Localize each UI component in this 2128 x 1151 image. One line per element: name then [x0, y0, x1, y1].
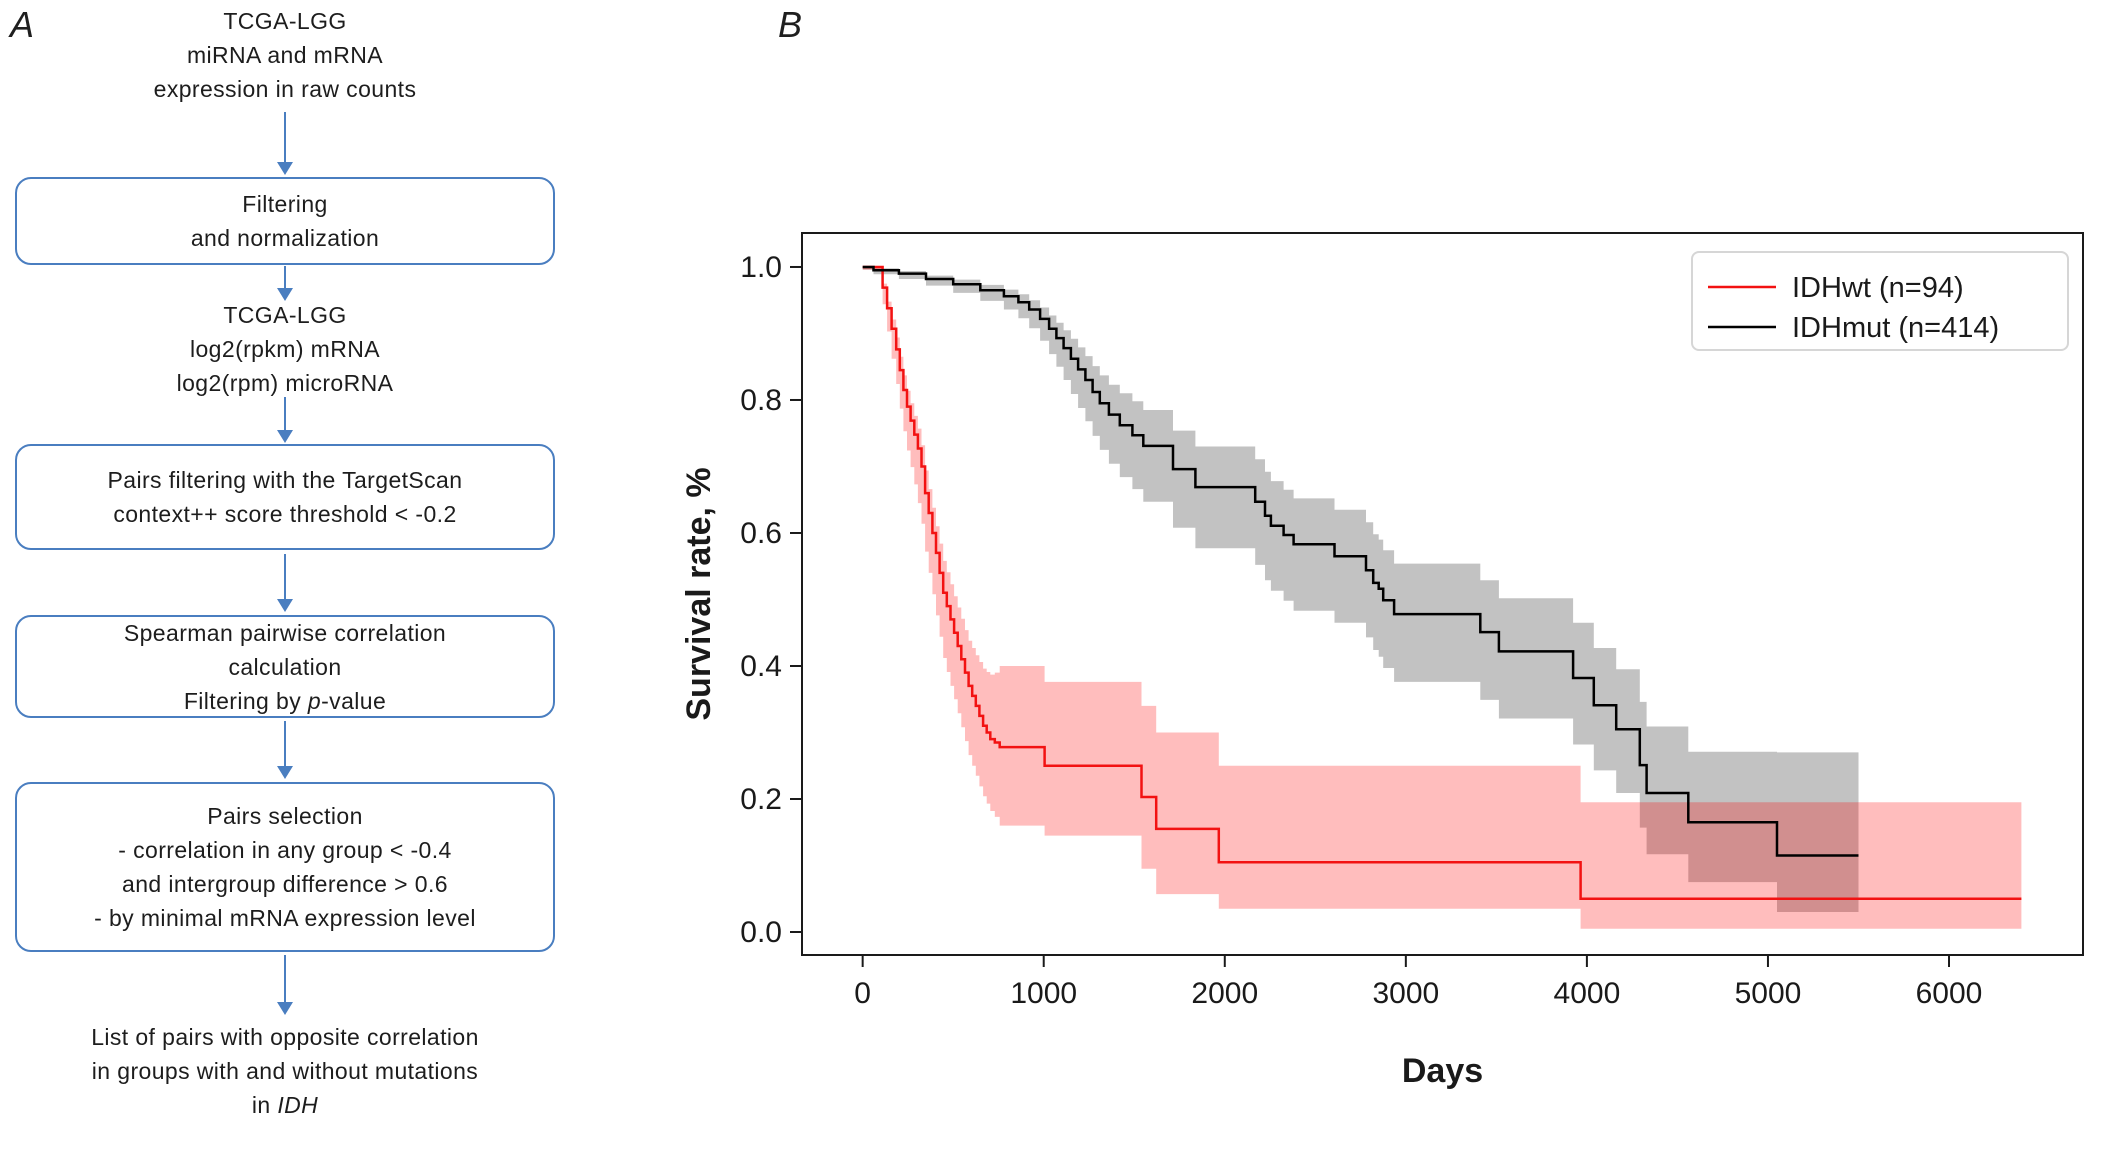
- flow-box-step-2: Filtering and normalization: [15, 177, 555, 265]
- flow-down-arrow-icon: [273, 554, 297, 612]
- plot-frame: [801, 232, 2084, 956]
- survival-plot-panel: 0 1000 2000 3000 4000 5000 6000 0.0 0.2 0.4 0.6 0.8…: [560, 0, 2128, 1151]
- flow-line: Pairs selection: [207, 803, 363, 829]
- flow-box-step-6: Pairs filtering with the TargetScan conte…: [15, 444, 555, 550]
- ci-band-idhwt: [862, 267, 2022, 929]
- flow-line: expression in raw counts: [153, 76, 417, 102]
- x-axis-tick-label: 0: [854, 977, 871, 1010]
- flow-line: log2(rpkm) mRNA: [189, 336, 381, 362]
- y-axis-tick-label: 0.0: [740, 916, 782, 949]
- flow-down-arrow-icon: [273, 112, 297, 175]
- x-axis-tick-label: 3000: [1372, 977, 1439, 1010]
- flow-line: context++ score threshold < -0.2: [113, 501, 457, 527]
- legend-entry-label: IDHmut (n=414): [1792, 312, 1999, 344]
- legend-box: [1691, 251, 2069, 351]
- ci-band-idhmut: [862, 267, 1859, 912]
- flow-text-step-12: List of pairs with opposite correlation i…: [30, 1020, 540, 1122]
- kaplan-meier-chart: 0 1000 2000 3000 4000 5000 6000 0.0 0.2 0.4 0.6 0.8…: [680, 232, 2084, 1090]
- flow-line: Pairs filtering with the TargetScan: [107, 467, 463, 493]
- flow-box-step-8: Spearman pairwise correlation calculation…: [15, 615, 555, 718]
- flowchart-panel: TCGA-LGG miRNA and mRNA expression in raw …: [0, 0, 560, 1151]
- flow-line: Spearman pairwise correlation: [123, 619, 447, 646]
- y-axis-tick-label: 0.8: [740, 384, 782, 417]
- flow-down-arrow-icon: [273, 955, 297, 1015]
- flow-line: TCGA-LGG: [223, 8, 347, 34]
- survival-curve-idhwt: [862, 265, 2022, 900]
- flow-line: in IDH: [251, 1092, 319, 1118]
- flow-line: and intergroup difference > 0.6: [122, 871, 448, 897]
- y-axis-tick-label: 0.4: [740, 650, 782, 683]
- panel-a-label: A: [10, 4, 35, 45]
- y-axis-tick-label: 1.0: [740, 251, 782, 284]
- flow-line: TCGA-LGG: [223, 302, 347, 328]
- y-axis-title: Survival rate, %: [680, 467, 718, 720]
- y-axis-tick-label: 0.6: [740, 517, 782, 550]
- survival-curve-idhmut: [862, 265, 1859, 857]
- legend-entry-label: IDHwt (n=94): [1792, 272, 1964, 304]
- flow-line: miRNA and mRNA: [186, 42, 384, 68]
- flow-line: log2(rpm) microRNA: [176, 370, 394, 396]
- flow-line: Filtering by p-value: [183, 687, 387, 714]
- x-axis-title: Days: [1402, 1052, 1483, 1090]
- flow-line: List of pairs with opposite correlation: [91, 1024, 479, 1050]
- flow-down-arrow-icon: [273, 397, 297, 443]
- y-axis-tick-label: 0.2: [740, 783, 782, 816]
- flow-down-arrow-icon: [273, 721, 297, 779]
- flow-line: - by minimal mRNA expression level: [94, 905, 476, 931]
- x-axis-tick-label: 1000: [1010, 977, 1077, 1010]
- flow-text-step-0: TCGA-LGG miRNA and mRNA expression in raw …: [30, 4, 540, 106]
- flow-line: and normalization: [190, 225, 380, 251]
- flow-down-arrow-icon: [273, 266, 297, 301]
- x-axis-tick-label: 6000: [1916, 977, 1983, 1010]
- flow-box-step-10: Pairs selection - correlation in any grou…: [15, 782, 555, 952]
- x-axis-tick-label: 4000: [1554, 977, 1621, 1010]
- x-axis-tick-label: 5000: [1735, 977, 1802, 1010]
- flow-line: calculation: [228, 653, 342, 680]
- flow-text-step-4: TCGA-LGG log2(rpkm) mRNA log2(rpm) microRN…: [30, 298, 540, 400]
- flow-line: - correlation in any group < -0.4: [118, 837, 452, 863]
- flow-line: in groups with and without mutations: [91, 1058, 479, 1084]
- flow-line: Filtering: [242, 191, 328, 217]
- x-axis-tick-label: 2000: [1191, 977, 1258, 1010]
- legend: IDHwt (n=94) IDHmut (n=414): [1691, 251, 2069, 351]
- panel-b-label: B: [778, 4, 803, 45]
